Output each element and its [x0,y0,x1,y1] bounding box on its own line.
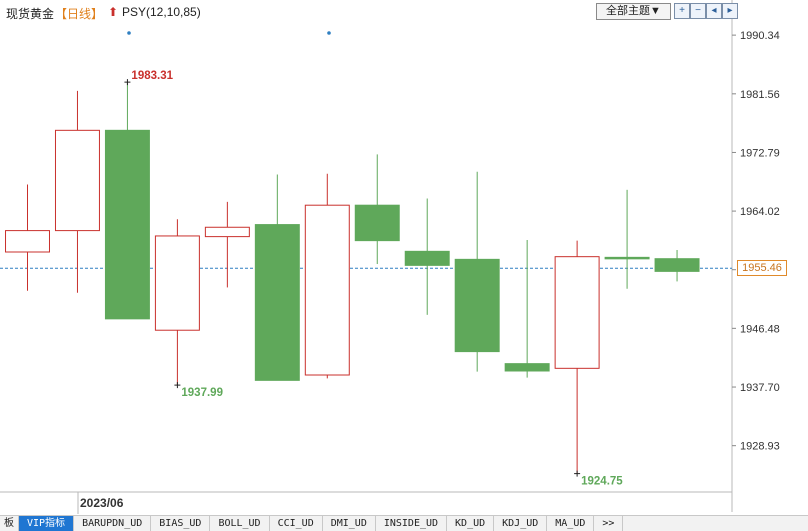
indicator-label[interactable]: PSY(12,10,85) [122,5,201,19]
y-tick-label: 1937.70 [740,382,780,394]
next-icon[interactable]: ▸ [722,3,738,19]
candle-body [404,250,450,266]
candle-body [554,256,600,369]
y-tick-label: 1946.48 [740,323,780,335]
previous-icon[interactable]: ◂ [706,3,722,19]
tab-kdj[interactable]: KDJ_UD [494,516,548,531]
tab-inside[interactable]: INSIDE_UD [376,516,448,531]
y-tick-label: 1928.93 [740,441,780,453]
tab-barupdn[interactable]: BARUPDN_UD [74,516,152,531]
tab-bias[interactable]: BIAS_UD [151,516,211,531]
candle-body [304,204,350,376]
tab-cci[interactable]: CCI_UD [270,516,323,531]
y-tick-label: 1990.34 [740,30,780,42]
tab-vip-indicators[interactable]: VIP指标 [19,516,75,531]
y-tick-label: 1972.79 [740,147,780,159]
tab-more[interactable]: >> [594,516,624,531]
candle-body [354,204,400,242]
zoom-in-icon[interactable]: + [674,3,690,19]
candle-body [654,258,700,272]
tab-partial[interactable]: 板 [0,516,19,531]
theme-dropdown-button[interactable]: 全部主题▼ [596,3,671,20]
tab-kd[interactable]: KD_UD [447,516,495,531]
annotation-label: 1983.31 [131,70,173,82]
candle-body [5,230,50,253]
annotation-label: 1924.75 [581,476,623,488]
instrument-title: 现货黄金 [6,7,55,21]
candle-body [154,235,200,331]
y-tick-label: 1964.02 [740,206,780,218]
date-label: 2023/06 [80,496,124,510]
period-label[interactable]: 【日线】 [55,7,104,21]
candle-body [54,129,100,232]
tab-ma[interactable]: MA_UD [547,516,595,531]
candle-body [504,363,550,372]
current-price-tag: 1955.46 [737,260,787,276]
signal-dot [127,31,131,35]
tab-dmi[interactable]: DMI_UD [323,516,376,531]
y-tick-label: 1981.56 [740,89,780,101]
candle-body [454,258,500,353]
annotation-label: 1937.99 [181,387,223,399]
tab-boll[interactable]: BOLL_UD [210,516,270,531]
signal-dot [327,31,331,35]
candle-body [604,256,650,260]
candlestick-chart: 1990.341981.561972.791964.021955.251946.… [0,0,780,514]
zoom-out-icon[interactable]: − [690,3,706,19]
indicator-tab-bar: 板 VIP指标 BARUPDN_UD BIAS_UD BOLL_UD CCI_UD DMI_… [0,515,808,531]
candle-body [254,224,300,381]
candle-body [204,226,250,238]
candle-body [104,129,150,320]
arrow-up-icon: ⬆ [108,5,119,19]
